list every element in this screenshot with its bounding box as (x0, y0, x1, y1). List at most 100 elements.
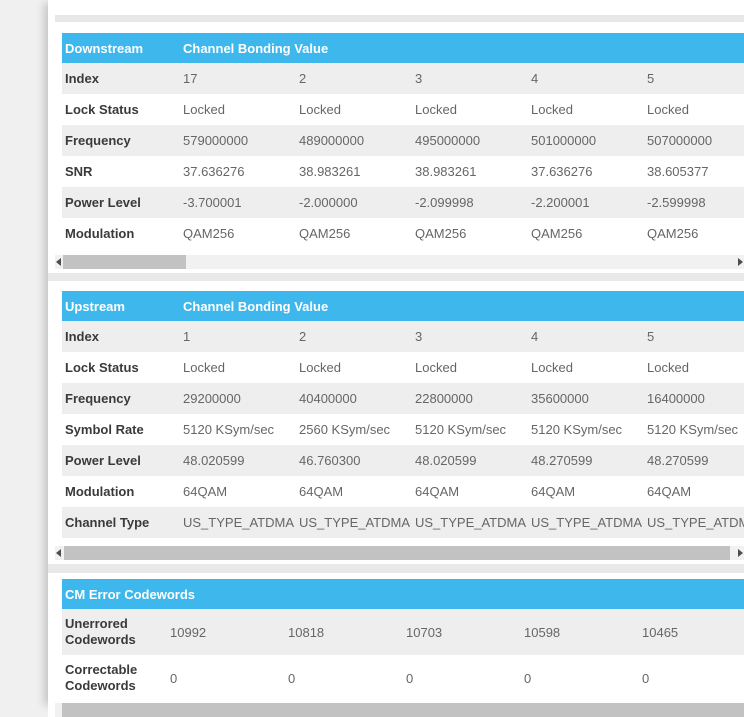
row-label: Modulation (65, 226, 135, 241)
row-label: Lock Status (65, 360, 139, 375)
cell-value: Locked (647, 102, 689, 117)
cell-value: 64QAM (299, 484, 344, 499)
scroll-right-arrow-icon[interactable] (738, 549, 743, 557)
cell-value: 5120 KSym/sec (183, 422, 275, 437)
downstream-horizontal-scrollbar[interactable] (55, 255, 744, 269)
cell-value: US_TYPE_ATDMA (531, 515, 643, 530)
row-label: Power Level (65, 195, 141, 210)
scrollbar-thumb[interactable] (63, 255, 186, 269)
scroll-left-arrow-icon[interactable] (56, 258, 61, 266)
cm-error-panel: CM Error Codewords Unerrored Codewords 10… (48, 573, 744, 717)
upstream-table-header: Upstream Channel Bonding Value (62, 291, 744, 321)
table-row: Lock Status Locked Locked Locked Locked Locke… (62, 352, 744, 383)
scrollbar-thumb[interactable] (64, 546, 730, 560)
cell-value: 48.020599 (415, 453, 477, 468)
cell-value: -3.700001 (183, 195, 242, 210)
cell-value: US_TYPE_ATDMA (647, 515, 744, 530)
cell-value: 29200000 (183, 391, 241, 406)
table-subtitle: Channel Bonding Value (183, 40, 329, 56)
cell-value: 37.636276 (183, 164, 245, 179)
cell-value: 4 (531, 329, 539, 344)
cell-value: 489000000 (299, 133, 365, 148)
cell-value: Locked (183, 360, 225, 375)
cell-value: Locked (183, 102, 225, 117)
cell-value: -2.099998 (415, 195, 474, 210)
cm-error-table-header: CM Error Codewords (62, 579, 744, 609)
downstream-panel: Downstream Channel Bonding Value Index 17… (48, 22, 744, 269)
row-label: Index (65, 71, 99, 86)
downstream-table-header: Downstream Channel Bonding Value (62, 33, 744, 63)
cm-error-table: CM Error Codewords Unerrored Codewords 10… (62, 579, 744, 701)
table-row: Modulation QAM256 QAM256 QAM256 QAM256 QAM256 (62, 218, 744, 249)
cell-value: 64QAM (531, 484, 576, 499)
table-row: Power Level 48.020599 46.760300 48.020599 48… (62, 445, 744, 476)
table-row: Unerrored Codewords 10992 10818 10703 10598 1… (62, 609, 744, 655)
upstream-horizontal-scrollbar[interactable] (55, 546, 744, 560)
cell-value: 37.636276 (531, 164, 593, 179)
cell-value: 1 (183, 329, 191, 344)
cell-value: 0 (406, 670, 414, 686)
cell-value: Locked (299, 102, 341, 117)
cell-value: 495000000 (415, 133, 481, 148)
downstream-table: Downstream Channel Bonding Value Index 17… (62, 33, 744, 249)
cell-value: 46.760300 (299, 453, 361, 468)
scrollbar-thumb[interactable] (62, 703, 744, 717)
table-title: Downstream (65, 40, 144, 56)
table-row: Modulation 64QAM 64QAM 64QAM 64QAM 64QAM (62, 476, 744, 507)
row-label: Frequency (65, 391, 131, 406)
cell-value: 48.020599 (183, 453, 245, 468)
cell-value: 38.983261 (415, 164, 477, 179)
bottom-horizontal-scrollbar[interactable] (55, 703, 744, 717)
cell-value: 0 (170, 670, 178, 686)
table-row: Correctable Codewords 0 0 0 0 0 (62, 655, 744, 701)
downstream-table-rows: Index 17 2 3 4 5 Lock Status Locked Locked Locked… (62, 63, 744, 249)
row-label: Channel Type (65, 515, 150, 530)
row-label: Lock Status (65, 102, 139, 117)
table-row: Frequency 29200000 40400000 22800000 3560000… (62, 383, 744, 414)
panel-gap (48, 564, 744, 573)
cell-value: 10598 (524, 624, 561, 640)
row-label: Frequency (65, 133, 131, 148)
cm-error-table-viewport: CM Error Codewords Unerrored Codewords 10… (62, 579, 744, 701)
cell-value: 35600000 (531, 391, 589, 406)
table-subtitle: Channel Bonding Value (183, 298, 329, 314)
cell-value: QAM256 (183, 226, 235, 241)
cell-value: 5120 KSym/sec (647, 422, 739, 437)
row-label: Correctable Codewords (65, 662, 138, 693)
cell-value: 10465 (642, 624, 679, 640)
cell-value: Locked (299, 360, 341, 375)
row-label: Power Level (65, 453, 141, 468)
cell-value: US_TYPE_ATDMA (415, 515, 527, 530)
cell-value: -2.599998 (647, 195, 706, 210)
cell-value: Locked (647, 360, 689, 375)
cell-value: 10992 (170, 624, 207, 640)
content-area: Downstream Channel Bonding Value Index 17… (48, 0, 744, 717)
cell-value: QAM256 (415, 226, 467, 241)
upstream-table: Upstream Channel Bonding Value Index 1 2 3 4… (62, 291, 744, 538)
page-gap-strip (55, 15, 744, 22)
table-row: Index 17 2 3 4 5 (62, 63, 744, 94)
scroll-left-arrow-icon[interactable] (56, 549, 61, 557)
table-title: CM Error Codewords (65, 586, 196, 602)
cell-value: Locked (415, 360, 457, 375)
cell-value: 2 (299, 329, 307, 344)
cell-value: Locked (415, 102, 457, 117)
cell-value: US_TYPE_ATDMA (183, 515, 295, 530)
row-label: Modulation (65, 484, 135, 499)
cell-value: QAM256 (647, 226, 699, 241)
table-row: Index 1 2 3 4 5 (62, 321, 744, 352)
scroll-right-arrow-icon[interactable] (738, 258, 743, 266)
cell-value: 501000000 (531, 133, 597, 148)
cell-value: 10818 (288, 624, 325, 640)
cell-value: QAM256 (531, 226, 583, 241)
downstream-table-viewport: Downstream Channel Bonding Value Index 17… (62, 33, 744, 249)
upstream-panel: Upstream Channel Bonding Value Index 1 2 3 4… (48, 281, 744, 560)
cell-value: 3 (415, 329, 423, 344)
table-row: SNR 37.636276 38.983261 38.983261 37.636276 3… (62, 156, 744, 187)
cell-value: 5 (647, 329, 655, 344)
cell-value: 2 (299, 71, 307, 86)
cell-value: 0 (288, 670, 296, 686)
cell-value: 64QAM (647, 484, 692, 499)
panel-gap (48, 273, 744, 281)
table-title: Upstream (65, 298, 125, 314)
